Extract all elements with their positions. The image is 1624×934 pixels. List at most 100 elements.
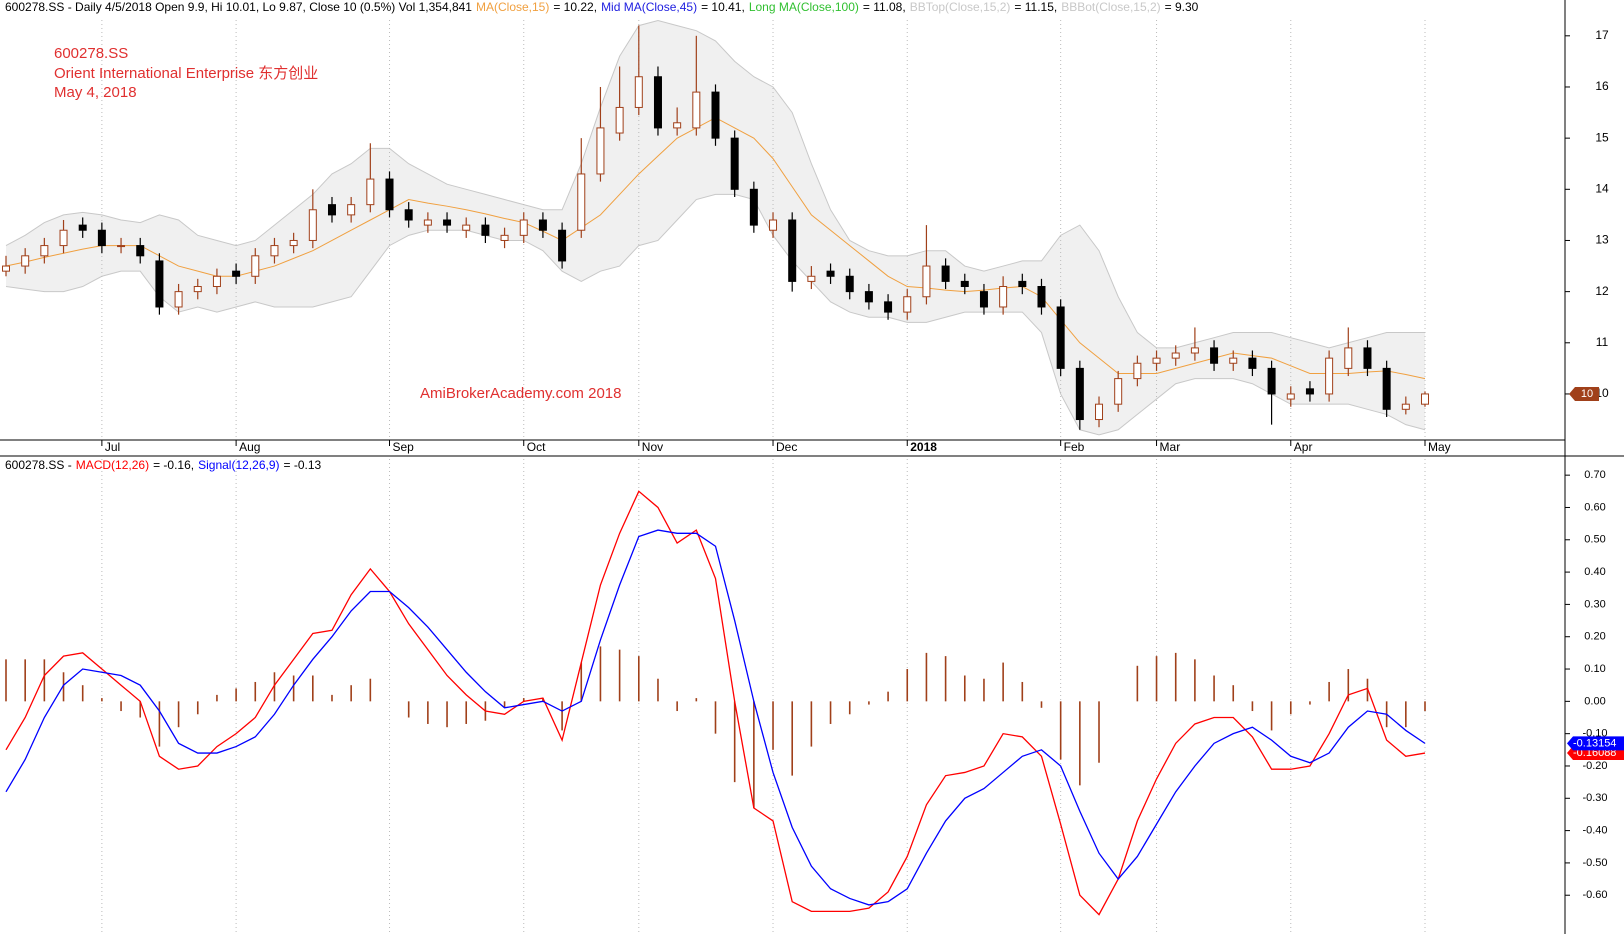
macd-line: [5, 529, 1426, 906]
candle-body: [2, 265, 10, 272]
candle-body: [634, 76, 643, 108]
annotation-watermark: AmiBrokerAcademy.com 2018: [420, 385, 621, 402]
candle-body: [385, 178, 394, 211]
bollinger-line: [5, 193, 1426, 436]
candle-body: [519, 219, 528, 236]
y-tick-label: -0.50: [1582, 857, 1607, 869]
candle-body: [1286, 393, 1295, 400]
header-indicator-name: MA(Close,15): [476, 0, 549, 14]
candle-body: [653, 76, 662, 129]
candle-body: [538, 219, 547, 231]
candle-body: [1075, 367, 1084, 421]
candle-body: [404, 209, 413, 221]
header-indicator-value: = -0.16,: [153, 458, 194, 472]
candle-body: [481, 224, 490, 236]
candle-body: [308, 209, 317, 241]
candle-body: [1133, 362, 1142, 380]
candle-body: [749, 188, 758, 226]
y-tick-label: -0.20: [1582, 760, 1607, 772]
x-tick-label: Sep: [393, 440, 415, 454]
candle-body: [673, 122, 682, 129]
x-tick-label: Nov: [642, 440, 663, 454]
x-tick-label: Oct: [527, 440, 546, 454]
annotation-date: May 4, 2018: [54, 84, 137, 101]
y-tick-label: 17: [1595, 28, 1609, 42]
last-value-marker: [1569, 386, 1599, 401]
candle-body: [807, 275, 816, 282]
candle-body: [59, 229, 68, 247]
y-tick-label: -0.30: [1582, 792, 1607, 804]
candle-body: [232, 270, 241, 277]
header-indicator-name: BBTop(Close,15,2): [910, 0, 1011, 14]
candle-body: [500, 234, 509, 241]
candle-body: [423, 219, 432, 226]
candle-body: [1190, 347, 1199, 354]
header-indicator-value: = 10.41,: [701, 0, 745, 14]
candle-body: [1056, 306, 1065, 369]
header-indicator-value: = 11.15,: [1014, 0, 1057, 14]
candle-body: [136, 245, 145, 257]
candle-body: [1305, 388, 1314, 395]
candle-body: [1095, 403, 1104, 421]
candle-body: [1152, 357, 1161, 364]
header-indicator-name: Signal(12,26,9): [198, 458, 279, 472]
candle-body: [615, 106, 624, 134]
y-tick-label: 14: [1595, 181, 1609, 195]
y-tick-label: 12: [1595, 284, 1609, 298]
y-tick-label: 15: [1595, 130, 1609, 144]
candle-body: [1421, 393, 1429, 405]
candle-body: [251, 255, 260, 277]
candle-body: [21, 255, 30, 267]
header-indicator-value: = 9.30: [1165, 0, 1199, 14]
header-prefix: 600278.SS -: [5, 458, 72, 472]
candle-body: [174, 291, 183, 308]
candle-body: [1267, 367, 1276, 395]
candle-body: [1171, 352, 1180, 359]
header: 600278.SS - MACD(12,26) = -0.16, Signal(12,…: [5, 458, 322, 472]
macd-line: [5, 490, 1426, 916]
candle-body: [884, 301, 893, 313]
candle-body: [788, 219, 797, 282]
candle-body: [1229, 357, 1238, 364]
candle-body: [845, 275, 854, 293]
candle-body: [443, 219, 452, 226]
candle-body: [1382, 367, 1391, 410]
candle-body: [903, 296, 912, 313]
x-tick-label: Mar: [1160, 440, 1181, 454]
candle-body: [864, 291, 873, 303]
candle-body: [596, 127, 605, 175]
x-tick-label: 2018: [910, 440, 937, 454]
candle-body: [999, 286, 1008, 308]
x-tick-label: Apr: [1294, 440, 1313, 454]
x-tick-label: Feb: [1064, 440, 1085, 454]
x-tick-label: Dec: [776, 440, 797, 454]
header-indicator-name: Mid MA(Close,45): [601, 0, 697, 14]
bollinger-line: [5, 19, 1425, 349]
y-tick-label: 0.50: [1584, 534, 1605, 546]
x-tick-label: May: [1428, 440, 1451, 454]
candle-body: [960, 280, 969, 288]
last-value-label: 10: [1581, 388, 1593, 400]
header: 600278.SS - Daily 4/5/2018 Open 9.9, Hi …: [5, 0, 1199, 14]
y-tick-label: 0.40: [1584, 566, 1605, 578]
y-tick-label: 13: [1595, 233, 1609, 247]
header-indicator-value: = 11.08,: [863, 0, 906, 14]
candle-body: [1037, 286, 1046, 308]
header-prefix: 600278.SS - Daily 4/5/2018 Open 9.9, Hi …: [5, 0, 472, 14]
candle-body: [289, 239, 298, 247]
y-tick-label: -0.40: [1582, 825, 1607, 837]
candle-body: [78, 224, 87, 231]
candle-body: [366, 178, 375, 206]
candle-body: [711, 91, 720, 139]
candle-body: [941, 265, 950, 282]
header-indicator-name: MACD(12,26): [76, 458, 149, 472]
y-tick-label: 0.70: [1584, 469, 1605, 481]
y-tick-label: 0.30: [1584, 598, 1605, 610]
last-value-marker: [1567, 736, 1624, 751]
candle-body: [922, 265, 931, 298]
header-indicator-value: = -0.13: [284, 458, 322, 472]
y-tick-label: -0.60: [1582, 889, 1607, 901]
